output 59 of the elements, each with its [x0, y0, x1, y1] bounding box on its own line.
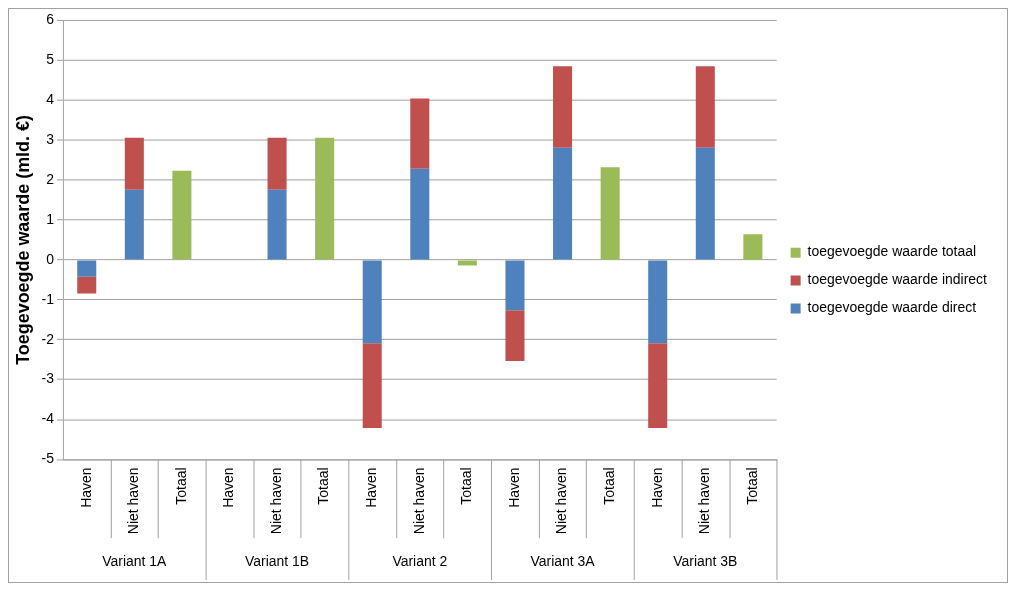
x-tick-label: Niet haven	[696, 467, 713, 535]
bar	[267, 137, 287, 190]
legend-label: toegevoegde waarde indirect	[807, 271, 988, 288]
bar	[124, 189, 144, 260]
text: Variant 3A	[530, 552, 596, 569]
text: Variant 2	[392, 552, 448, 569]
bar	[457, 260, 477, 266]
bar	[648, 260, 668, 344]
y-tick-label: 0	[46, 250, 55, 267]
bar	[410, 98, 430, 169]
bar	[648, 343, 668, 428]
bar	[77, 276, 97, 294]
y-tick-label: -1	[41, 290, 55, 307]
y-tick-label: 1	[46, 210, 55, 227]
bar	[743, 234, 763, 260]
bar	[315, 137, 335, 260]
x-tick-label: Haven	[505, 467, 522, 508]
x-tick-label: Haven	[648, 467, 665, 508]
y-tick-label: -2	[41, 330, 55, 347]
text: Variant 3B	[673, 552, 738, 569]
bar	[124, 137, 144, 190]
bar	[172, 170, 192, 260]
bar	[505, 310, 525, 361]
bar	[553, 66, 573, 148]
bar	[505, 260, 525, 311]
legend-label: toegevoegde waarde direct	[807, 299, 977, 316]
y-tick-label: 6	[46, 11, 55, 28]
bar	[362, 260, 382, 344]
text: Variant 1B	[244, 552, 310, 569]
bar	[695, 147, 715, 260]
x-tick-label: Niet haven	[410, 467, 427, 535]
x-tick-label: Niet haven	[553, 467, 570, 535]
bar	[77, 260, 97, 277]
y-tick-label: -4	[41, 410, 55, 427]
x-tick-label: Totaal	[600, 467, 617, 505]
y-tick-label: -5	[41, 450, 55, 467]
y-tick-label: -3	[41, 370, 55, 387]
x-tick-label: Totaal	[315, 467, 332, 505]
y-tick-label: 5	[46, 51, 55, 68]
legend-label: toegevoegde waarde totaal	[807, 243, 977, 260]
y-tick-label: 3	[46, 130, 55, 147]
bar	[267, 189, 287, 260]
y-tick-label: 2	[46, 170, 55, 187]
x-tick-label: Haven	[363, 467, 380, 508]
x-tick-label: Totaal	[172, 467, 189, 505]
text: Variant 1A	[102, 552, 168, 569]
bar	[695, 66, 715, 148]
bar	[600, 167, 620, 260]
x-tick-label: Haven	[77, 467, 94, 508]
bar	[362, 343, 382, 428]
y-tick-label: 4	[46, 91, 55, 108]
y-axis-title: Toegevoegde waarde (mld. €)	[12, 115, 33, 365]
x-tick-label: Niet haven	[125, 467, 142, 535]
x-tick-label: Totaal	[743, 467, 760, 505]
x-tick-label: Niet haven	[267, 467, 284, 535]
bar	[410, 168, 430, 260]
bar	[553, 147, 573, 260]
x-tick-label: Haven	[220, 467, 237, 508]
x-tick-label: Totaal	[458, 467, 475, 505]
